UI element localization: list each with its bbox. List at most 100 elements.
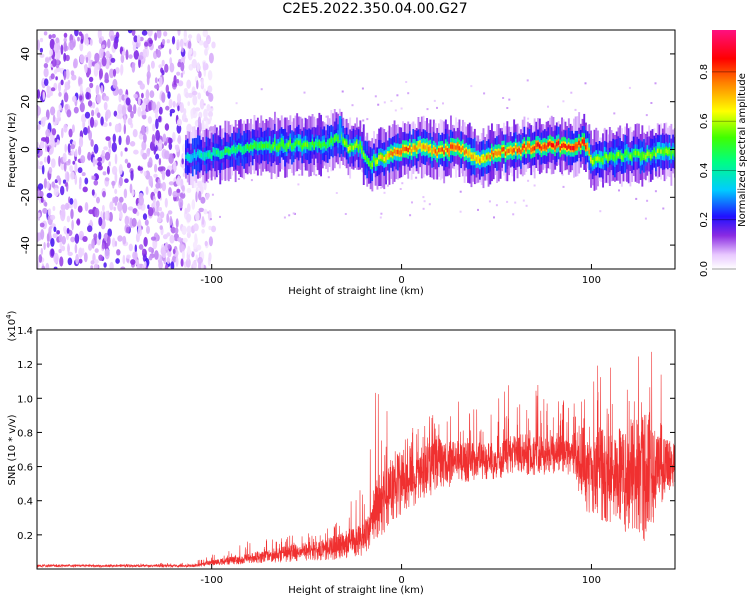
noise-blob — [78, 77, 83, 86]
signal-cell — [627, 153, 630, 158]
noise-blob — [66, 171, 70, 183]
signal-cell — [518, 147, 521, 153]
noise-blob — [197, 256, 203, 265]
signal-cell — [590, 157, 592, 162]
scatter-dot — [377, 103, 380, 106]
noise-blob — [71, 149, 75, 156]
noise-blob — [148, 255, 153, 261]
noise-blob — [188, 47, 193, 55]
scatter-dot — [483, 92, 486, 95]
noise-blob — [80, 155, 86, 164]
snr-series-line — [37, 351, 675, 569]
noise-blob — [88, 209, 94, 215]
noise-blob — [70, 208, 74, 220]
scatter-dot — [379, 186, 382, 189]
noise-blob — [156, 49, 162, 58]
noise-blob — [166, 39, 170, 44]
noise-blob — [184, 118, 188, 123]
noise-blob — [167, 244, 171, 249]
noise-blob — [154, 163, 158, 173]
signal-cell — [381, 155, 384, 160]
signal-cell — [419, 142, 422, 147]
signal-cell — [316, 142, 319, 147]
noise-blob — [193, 50, 197, 58]
scatter-dot — [650, 102, 653, 104]
noise-blob — [147, 204, 150, 210]
noise-blob — [49, 225, 53, 231]
noise-blob — [127, 117, 133, 125]
signal-cell — [332, 139, 334, 144]
signal-cell — [388, 153, 391, 158]
noise-blob — [47, 155, 51, 165]
scatter-dot — [206, 180, 209, 183]
signal-cell — [340, 134, 343, 139]
noise-blob — [165, 84, 169, 94]
signal-cell — [562, 143, 565, 148]
signal-cell — [221, 152, 223, 157]
noise-blob — [134, 244, 137, 253]
noise-blob — [177, 237, 182, 242]
noise-blob — [182, 237, 188, 243]
noise-blob — [204, 240, 208, 247]
noise-blob — [143, 236, 148, 247]
noise-blob — [166, 256, 171, 264]
signal-cell — [446, 148, 449, 153]
signal-cell — [656, 148, 659, 153]
signal-cell — [297, 140, 300, 145]
noise-blob — [121, 94, 126, 101]
scatter-dot — [508, 98, 511, 101]
noise-blob — [43, 67, 49, 78]
noise-blob — [145, 89, 150, 100]
noise-blob — [47, 208, 52, 217]
noise-blob — [147, 30, 153, 37]
noise-blob — [60, 204, 66, 211]
noise-blob — [187, 101, 190, 106]
noise-blob — [96, 196, 100, 204]
noise-blob — [142, 213, 148, 221]
noise-blob — [79, 83, 83, 95]
signal-cell — [540, 146, 543, 151]
noise-blob — [90, 260, 95, 265]
noise-blob — [47, 146, 50, 153]
noise-blob — [195, 254, 198, 262]
noise-blob — [112, 78, 118, 89]
scatter-dot — [495, 204, 498, 207]
noise-blob — [61, 208, 66, 218]
noise-blob — [63, 41, 67, 52]
signal-cell — [503, 147, 505, 152]
noise-blob — [177, 105, 180, 112]
noise-blob — [53, 266, 58, 269]
noise-blob — [63, 123, 68, 133]
signal-cell — [405, 146, 408, 152]
scatter-dot — [210, 106, 213, 109]
noise-blob — [178, 197, 184, 209]
signal-cell — [472, 154, 475, 159]
noise-blob — [99, 68, 103, 79]
noise-blob — [50, 158, 56, 169]
noise-blob — [50, 237, 55, 247]
noise-blob — [55, 37, 60, 44]
noise-blob — [115, 258, 120, 264]
noise-blob — [84, 111, 91, 119]
noise-blob — [150, 60, 155, 69]
scatter-dot — [436, 106, 438, 109]
scatter-dot — [533, 184, 536, 187]
noise-blob — [52, 114, 56, 123]
noise-blob — [158, 115, 162, 123]
noise-blob — [84, 63, 88, 74]
signal-cell — [475, 157, 478, 162]
signal-cell — [390, 150, 393, 156]
snr-y-multiplier-close: ) — [7, 310, 18, 314]
scatter-dot — [618, 189, 620, 192]
noise-blob — [52, 233, 58, 239]
noise-blob — [90, 139, 94, 147]
signal-cell — [636, 151, 639, 156]
noise-blob — [50, 73, 55, 80]
noise-blob — [104, 177, 110, 182]
noise-blob — [175, 256, 179, 268]
noise-blob — [92, 156, 96, 167]
signal-cell — [608, 154, 611, 159]
noise-blob — [114, 172, 118, 183]
noise-blob — [123, 115, 127, 125]
signal-cell — [243, 147, 246, 152]
